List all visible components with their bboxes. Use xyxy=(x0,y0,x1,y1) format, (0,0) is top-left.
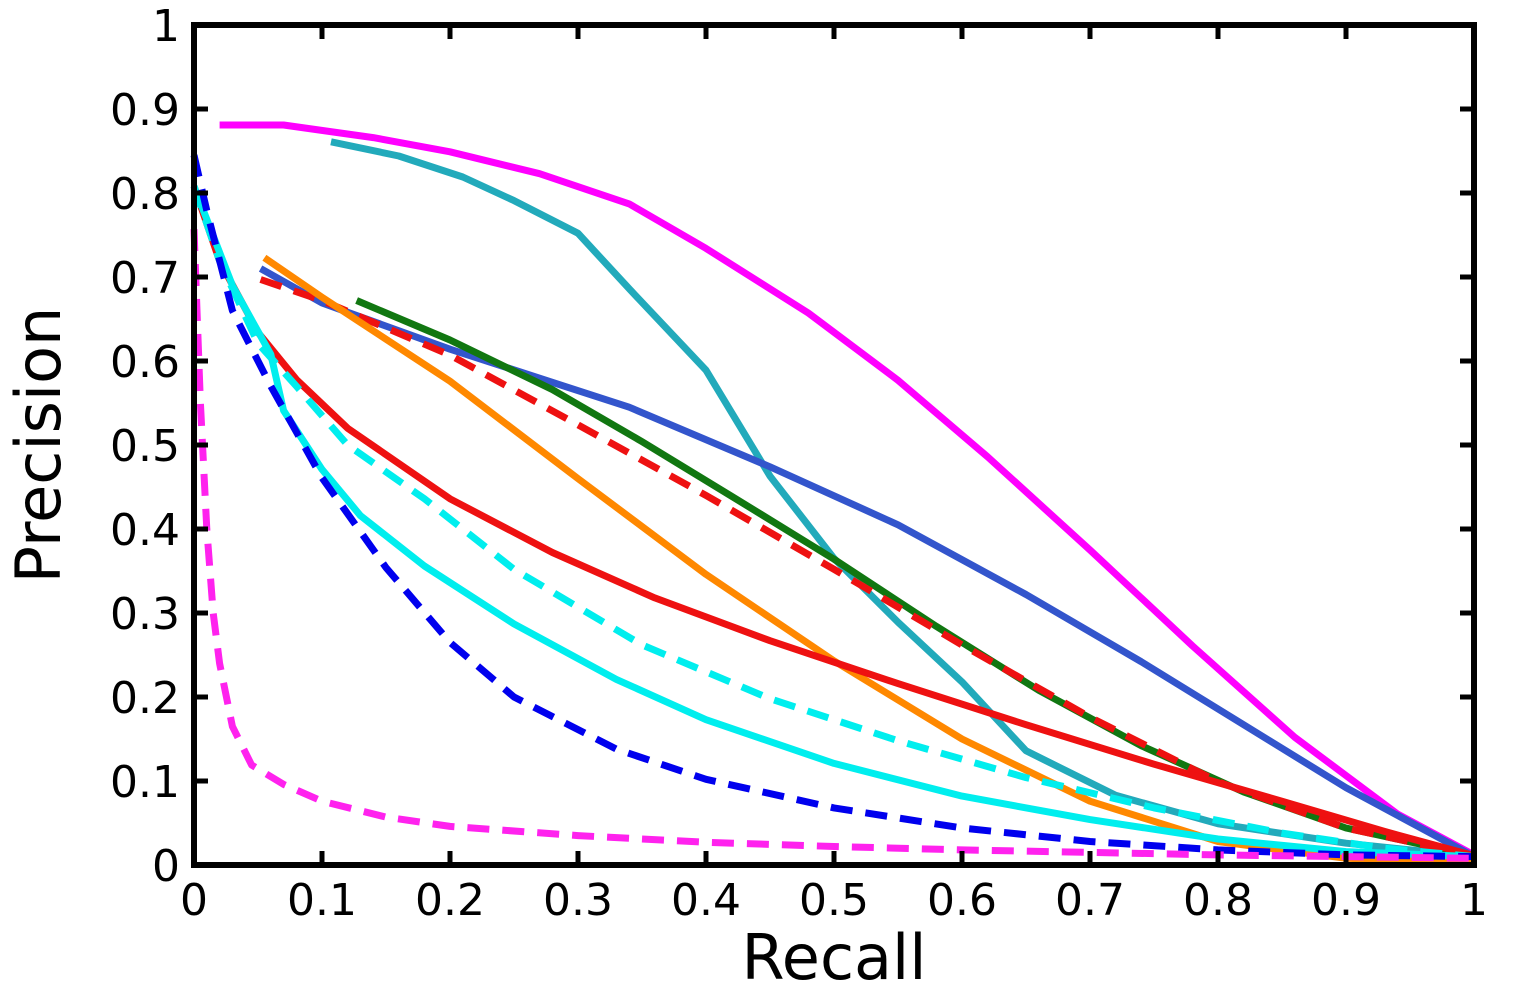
y-tick-label: 0.7 xyxy=(110,253,180,304)
series-line-10 xyxy=(190,154,1475,861)
plot-frame xyxy=(191,22,1477,868)
y-tick-label: 0.6 xyxy=(110,337,180,388)
x-tick-label: 0.8 xyxy=(1183,875,1253,926)
series-line-9 xyxy=(190,185,1475,861)
y-tick-label: 0.1 xyxy=(110,757,180,808)
x-tick-label: 0.1 xyxy=(287,875,357,926)
x-tick-label: 0.9 xyxy=(1311,875,1381,926)
y-tick-label: 0.2 xyxy=(110,673,180,724)
y-axis-label: Precision xyxy=(2,307,75,584)
x-tick-label: 0 xyxy=(180,875,208,926)
series-layer xyxy=(190,121,1476,866)
y-tick-label: 0.3 xyxy=(110,589,180,640)
y-tick-label: 0.4 xyxy=(110,505,180,556)
y-tick-label: 0 xyxy=(152,841,180,892)
x-tick-label: 0.7 xyxy=(1055,875,1125,926)
x-tick-label: 1 xyxy=(1460,875,1488,926)
tick-labels: 0 0.1 0.2 0.3 0.4 0.5 0.6 0.7 0.8 0.9 1 0 0.1 0.2 0.3 0… xyxy=(110,1,1488,926)
series-line-2 xyxy=(330,138,1475,861)
x-tick-label: 0.6 xyxy=(927,875,997,926)
x-tick-label: 0.4 xyxy=(671,875,741,926)
x-tick-label: 0.3 xyxy=(543,875,613,926)
x-tick-label: 0.2 xyxy=(415,875,485,926)
y-tick-label: 0.8 xyxy=(110,169,180,220)
series-line-1 xyxy=(219,121,1476,858)
x-axis-label: Recall xyxy=(742,921,927,994)
y-tick-label: 0.9 xyxy=(110,85,180,136)
y-tick-label: 0.5 xyxy=(110,421,180,472)
x-tick-label: 0.5 xyxy=(799,875,869,926)
y-tick-label: 1 xyxy=(152,1,180,52)
